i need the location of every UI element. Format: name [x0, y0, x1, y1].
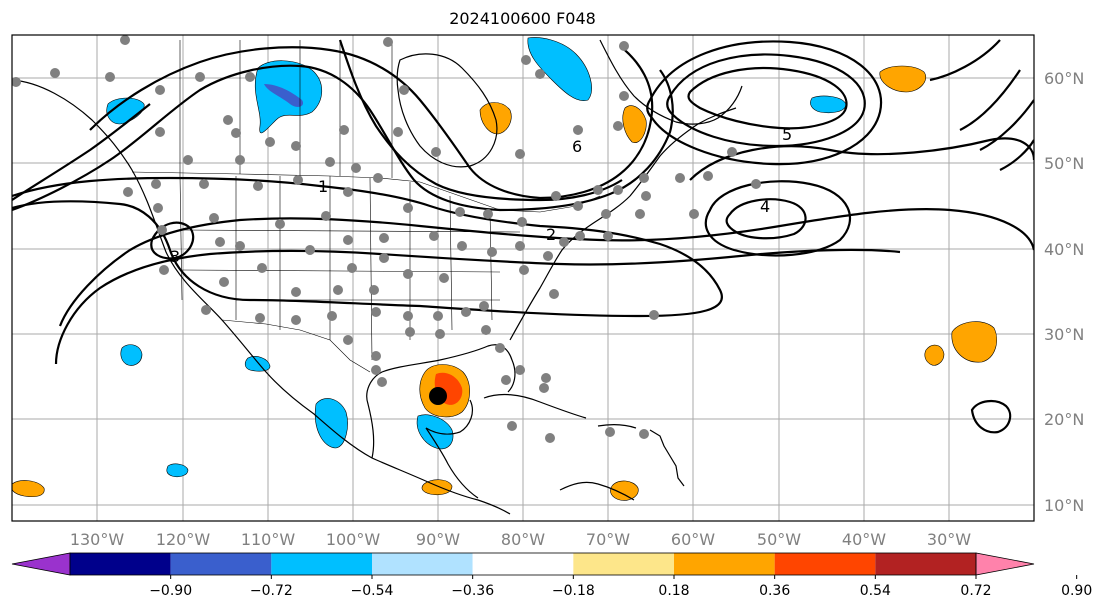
colorbar-extend-high	[975, 552, 1035, 576]
coastlines	[12, 39, 743, 515]
storm-center-marker	[429, 387, 447, 405]
positive-anomaly-east-atlantic-2	[924, 344, 945, 366]
colorbar-tick-label: −0.72	[250, 583, 293, 599]
contour-northeast-atlantic-1	[929, 39, 1001, 82]
contour-label: 5	[782, 125, 792, 144]
contour-label: 1	[318, 177, 328, 196]
contour-northeast-atlantic-2	[959, 69, 1021, 131]
lon-label: 50°W	[757, 530, 801, 549]
positive-anomaly-pacific	[12, 480, 45, 498]
map-frame	[11, 34, 1035, 522]
contour-label-group: 1 2 3 4 5 6	[170, 125, 792, 266]
lon-label: 60°W	[671, 530, 715, 549]
colorbar: −0.90 −0.72 −0.54 −0.36 −0.18 0.18 0.36 0.54 0.7…	[11, 552, 1092, 599]
contour-northeast-atlantic-3	[979, 99, 1034, 151]
contour-label: 6	[572, 137, 582, 156]
contour-3-atlantic	[704, 180, 851, 257]
lat-label: 20°N	[1044, 410, 1084, 429]
negative-anomaly-pacific-3	[166, 463, 189, 478]
contour-label: 4	[760, 197, 770, 216]
longitude-axis: 130°W 120°W 110°W 100°W 90°W 80°W 70°W 6…	[70, 530, 971, 549]
colorbar-segment	[573, 553, 674, 575]
lon-label: 130°W	[70, 530, 125, 549]
colorbar-tick-label: 0.18	[658, 583, 689, 599]
lon-label: 90°W	[416, 530, 460, 549]
lat-label: 10°N	[1044, 496, 1084, 515]
lon-label: 100°W	[326, 530, 381, 549]
positive-anomaly-newfoundland	[622, 105, 647, 143]
us-mexico-border	[221, 319, 371, 373]
colorbar-tick-label: −0.90	[149, 583, 192, 599]
coastline-greenland	[599, 39, 743, 125]
colorbar-segment	[372, 553, 473, 575]
negative-anomaly-pacific-2	[120, 344, 143, 366]
colorbar-segment	[472, 553, 574, 575]
colorbar-tick-label: −0.18	[552, 583, 595, 599]
colorbar-segment	[875, 553, 976, 575]
lat-label: 30°N	[1044, 325, 1084, 344]
map-title: 2024100600 F048	[449, 9, 596, 28]
lat-label: 40°N	[1044, 240, 1084, 259]
contour-2-atlantic	[689, 137, 1034, 181]
contour-greenland-low-2	[666, 53, 866, 148]
negative-anomaly-labrador	[527, 37, 592, 101]
lat-label: 60°N	[1044, 69, 1084, 88]
colorbar-tick-label: 0.36	[759, 583, 790, 599]
colorbar-tick-label: 0.72	[960, 583, 991, 599]
coastline-cuba	[483, 393, 637, 429]
contour-label: 3	[170, 247, 180, 266]
contour-3	[54, 248, 901, 365]
coastline-hudson	[396, 53, 498, 168]
negative-anomaly-greenland-south	[810, 95, 847, 114]
lon-label: 30°W	[927, 530, 971, 549]
positive-anomaly-east-atlantic	[951, 321, 997, 363]
contour-4	[89, 45, 654, 200]
latitude-axis: 60°N 50°N 40°N 30°N 20°N 10°N	[1044, 69, 1084, 515]
coastline-west	[12, 79, 511, 515]
contour-2	[58, 208, 1034, 327]
station-markers	[12, 35, 761, 443]
colorbar-extend-low	[11, 552, 71, 576]
canada-provinces	[179, 40, 393, 178]
contour-5	[12, 64, 674, 212]
contour-hurricane	[970, 400, 1012, 434]
lat-label: 50°N	[1044, 154, 1084, 173]
lon-label: 120°W	[156, 530, 211, 549]
colorbar-segment	[170, 553, 272, 575]
contour-label: 2	[546, 225, 556, 244]
negative-anomaly-canada-core	[264, 84, 304, 107]
colorbar-tick-label: 0.54	[860, 583, 891, 599]
contour-pacific-high	[150, 221, 195, 260]
contour-northeast-atlantic-4	[999, 139, 1034, 171]
coastline-antilles	[649, 429, 685, 487]
political-boundaries	[131, 40, 601, 373]
contour-6	[12, 39, 623, 202]
lon-label: 70°W	[586, 530, 630, 549]
positive-anomaly-north-atlantic	[879, 65, 926, 93]
us-canada-border	[131, 171, 601, 213]
lon-label: 80°W	[501, 530, 545, 549]
coastline-east	[509, 107, 737, 341]
colorbar-tick-label: 0.90	[1061, 583, 1092, 599]
colorbar-segment	[70, 553, 171, 575]
lon-label: 110°W	[241, 530, 296, 549]
colorbar-tick-label: −0.36	[451, 583, 494, 599]
contour-greenland-low-3	[646, 40, 883, 166]
coastline-central-america	[425, 427, 635, 501]
negative-anomaly-baja	[244, 356, 271, 372]
colorbar-segment	[271, 553, 372, 575]
positive-anomaly-central-america	[421, 479, 453, 496]
contour-4-atlantic	[725, 198, 807, 240]
colorbar-segment	[774, 553, 876, 575]
colorbar-outline	[69, 552, 977, 576]
coastline-gulf	[366, 344, 516, 459]
contour-greenland-low-1	[687, 67, 848, 130]
lon-label: 40°W	[842, 530, 886, 549]
colorbar-tick-label: −0.54	[351, 583, 394, 599]
colorbar-segment	[674, 553, 775, 575]
positive-anomaly-caribbean	[610, 480, 639, 501]
contours	[12, 39, 1034, 434]
